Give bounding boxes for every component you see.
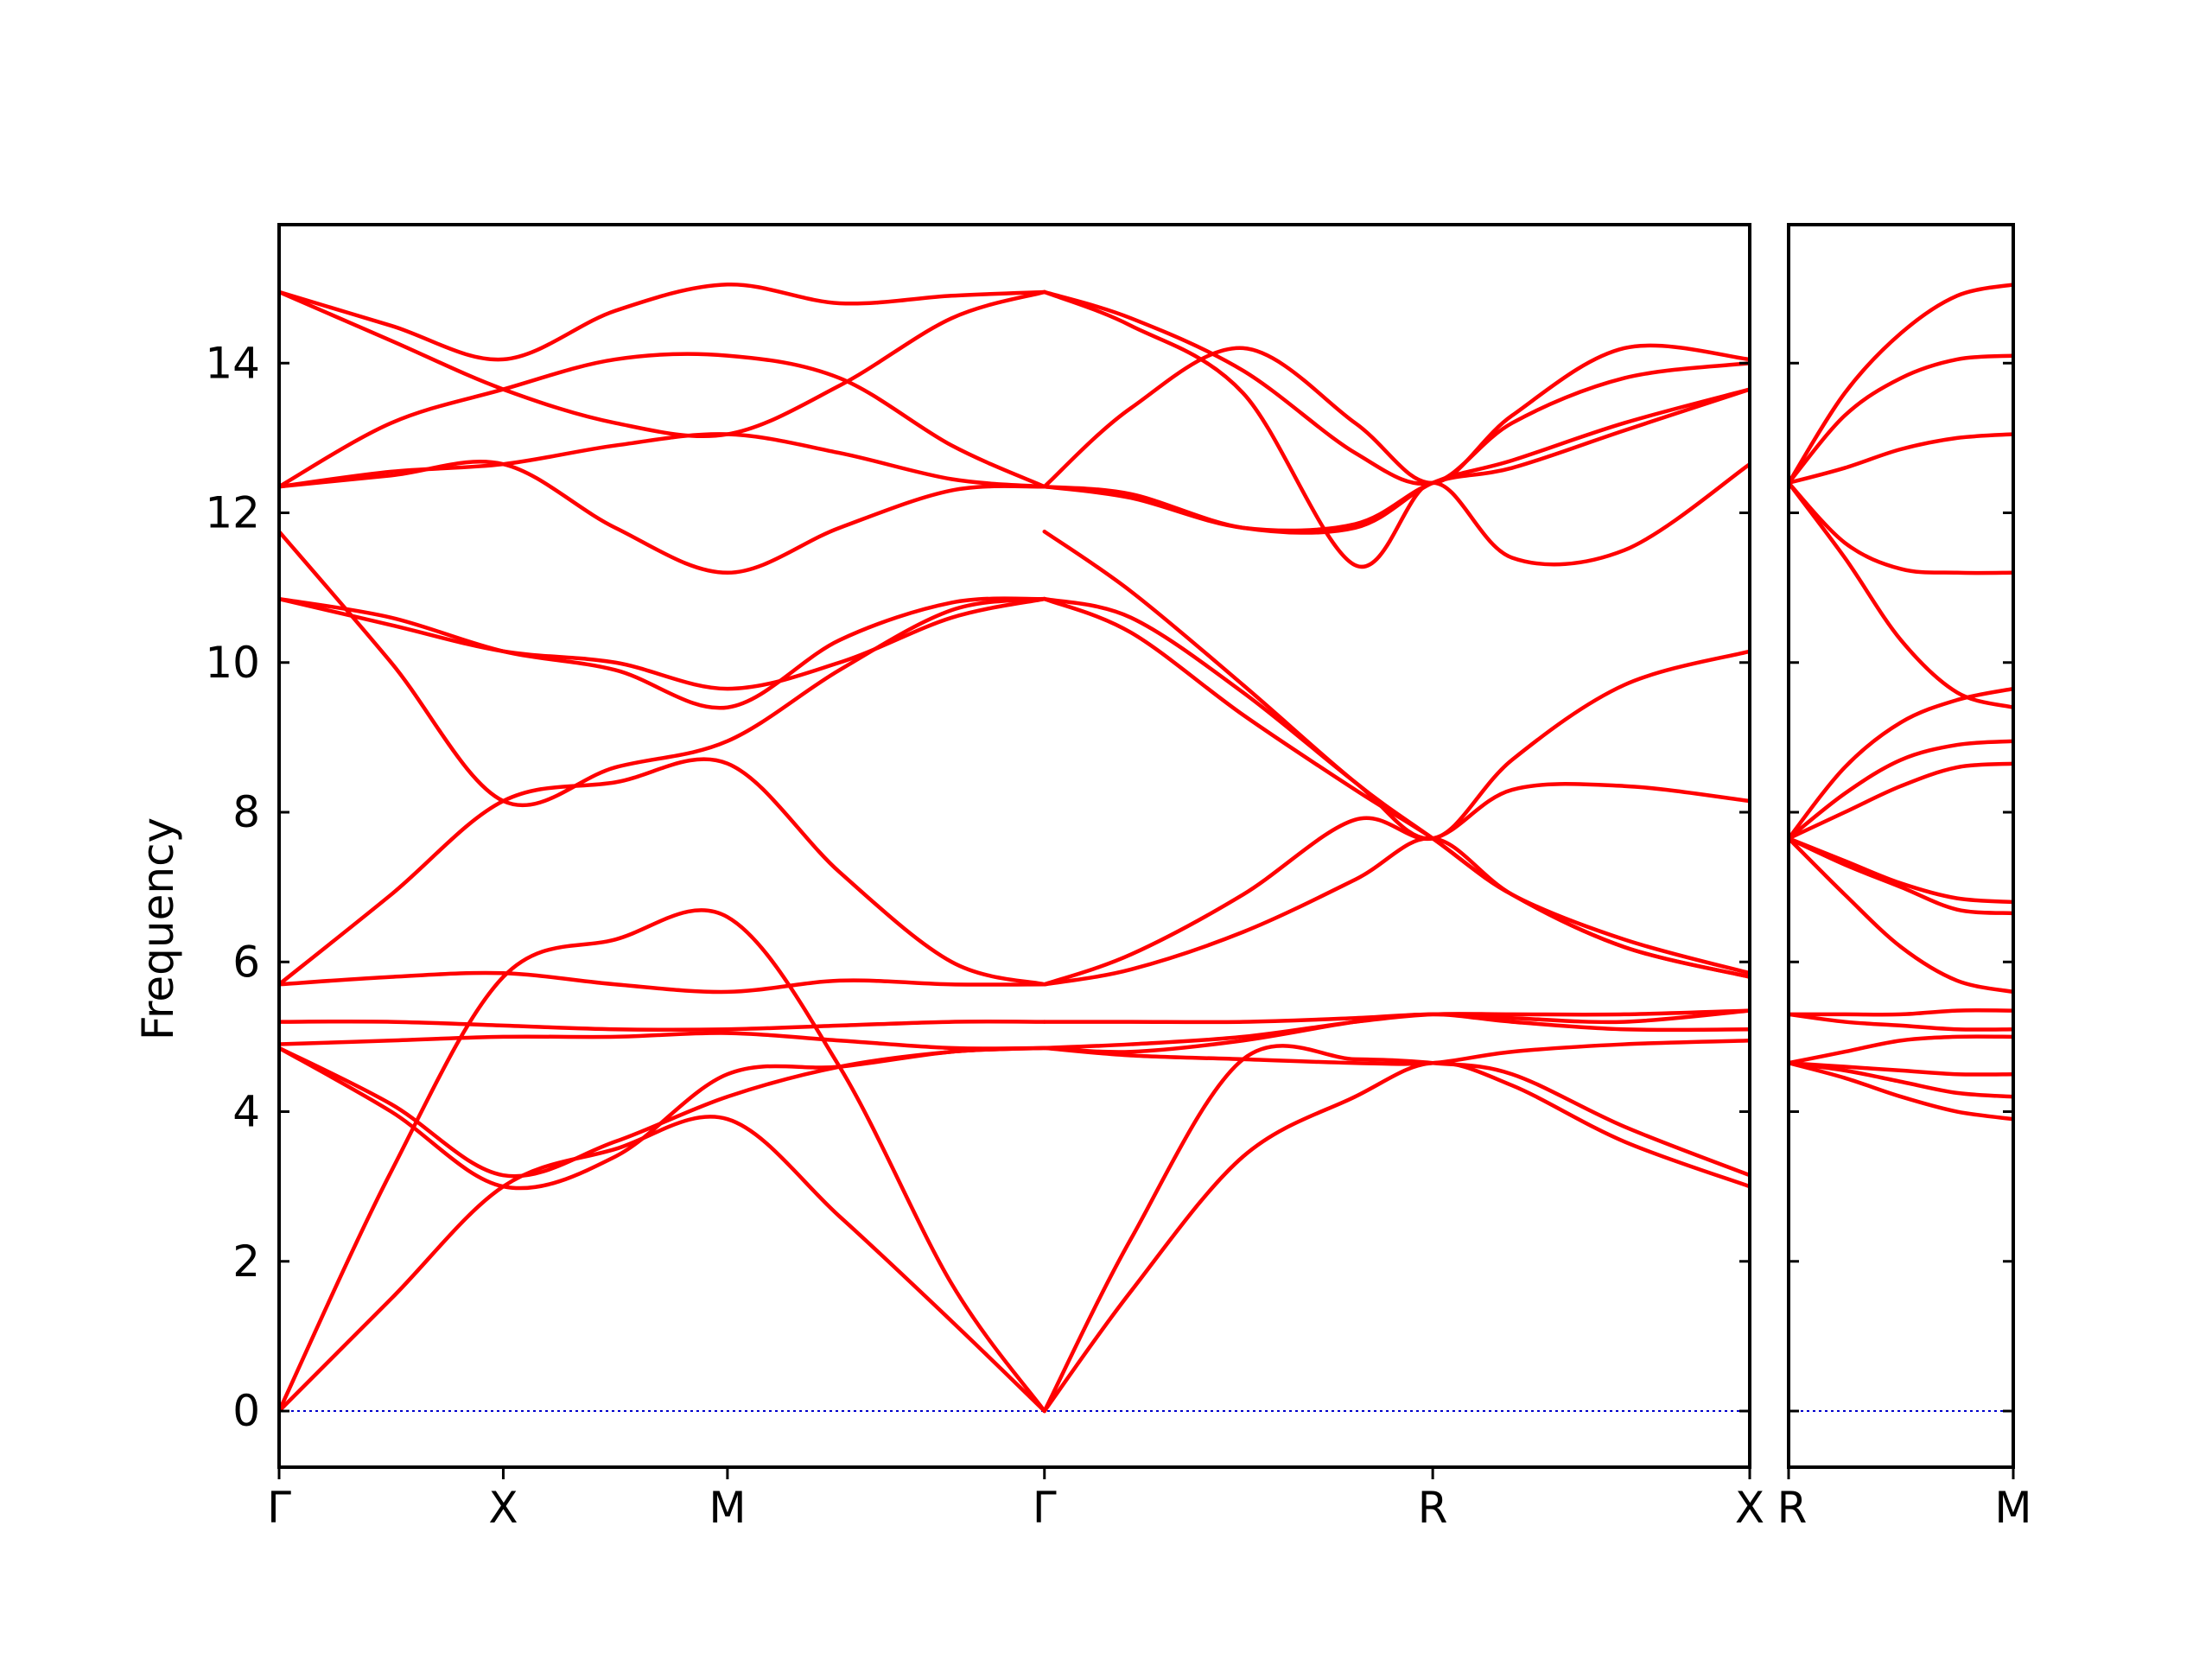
y-tick-label: 4	[232, 1087, 260, 1137]
band-line-0-6	[279, 970, 1047, 995]
band-line-1-12	[1789, 480, 2013, 709]
x-tick-label: M	[1994, 1483, 2031, 1533]
x-tick-label: R	[1777, 1483, 1808, 1533]
band-line-1-1	[1789, 1060, 2013, 1099]
band-line-0-0	[279, 1115, 1047, 1414]
band-line-1-3	[1789, 1034, 2013, 1065]
band-line-1-8	[1789, 836, 2013, 905]
band-line-0-27	[1042, 387, 1750, 533]
band-line-0-14	[279, 283, 1047, 362]
y-tick-label: 2	[232, 1236, 260, 1287]
band-line-1-13	[1789, 480, 2013, 575]
y-tick-label: 8	[232, 787, 260, 837]
band-line-1-2	[1789, 1060, 2013, 1077]
band-line-1-4	[1789, 1012, 2013, 1032]
band-line-0-16	[1042, 1060, 1750, 1414]
x-tick-label: Γ	[1033, 1483, 1057, 1533]
y-tick-label: 12	[205, 488, 260, 538]
band-line-0-9	[279, 596, 1047, 710]
y-tick-label: 6	[232, 937, 260, 987]
x-tick-label: M	[709, 1483, 746, 1533]
band-line-0-3	[279, 1046, 1047, 1179]
band-line-1-7	[1789, 836, 2013, 916]
band-line-1-10	[1789, 739, 2013, 841]
band-line-1-16	[1789, 283, 2013, 486]
panel-frame	[277, 223, 1751, 1469]
band-line-0-7	[279, 757, 1047, 987]
x-tick-label: X	[488, 1483, 518, 1533]
y-tick-label: 0	[232, 1386, 260, 1436]
band-line-0-25	[1042, 596, 1750, 841]
band-line-0-28	[1042, 343, 1750, 489]
band-line-0-29	[1042, 289, 1750, 569]
band-line-1-11	[1789, 686, 2013, 841]
band-line-0-15	[279, 460, 1047, 575]
band-line-0-10	[279, 529, 1047, 808]
band-line-0-5	[279, 1020, 1047, 1033]
band-line-0-22	[1042, 836, 1750, 987]
band-line-0-18	[1042, 1038, 1750, 1066]
band-line-0-23	[1042, 782, 1750, 987]
band-line-1-15	[1789, 353, 2013, 486]
y-tick-label: 14	[205, 338, 260, 388]
bands-group	[279, 283, 1750, 1414]
band-line-0-11	[279, 432, 1047, 489]
band-line-0-13	[279, 289, 1047, 439]
band-line-0-8	[279, 596, 1047, 691]
panel-frame	[1787, 223, 2015, 1469]
band-line-0-26	[1042, 529, 1750, 979]
band-line-0-4	[279, 1031, 1047, 1051]
x-tick-label: R	[1418, 1483, 1448, 1533]
band-line-1-9	[1789, 761, 2013, 841]
band-line-0-31	[1042, 387, 1750, 535]
x-tick-label: X	[1735, 1483, 1764, 1533]
band-line-0-21	[1042, 1008, 1750, 1025]
bands-group	[1789, 283, 2013, 1122]
band-line-0-1	[279, 908, 1047, 1414]
band-line-1-5	[1789, 1008, 2013, 1017]
band-line-0-24	[1042, 596, 1750, 976]
band-line-0-17	[1042, 1044, 1750, 1414]
main-panel: 0 2 4 6 8 10 12 14 Γ X M Γ R X	[205, 223, 1764, 1533]
band-line-1-6	[1789, 836, 2013, 995]
band-line-1-14	[1789, 432, 2013, 486]
band-line-1-0	[1789, 1060, 2013, 1122]
y-axis-label: Frequency	[133, 817, 183, 1040]
y-tick-label: 10	[205, 638, 260, 688]
x-tick-label: Γ	[267, 1483, 291, 1533]
band-line-0-30	[1042, 289, 1750, 486]
band-line-0-12	[279, 352, 1047, 489]
